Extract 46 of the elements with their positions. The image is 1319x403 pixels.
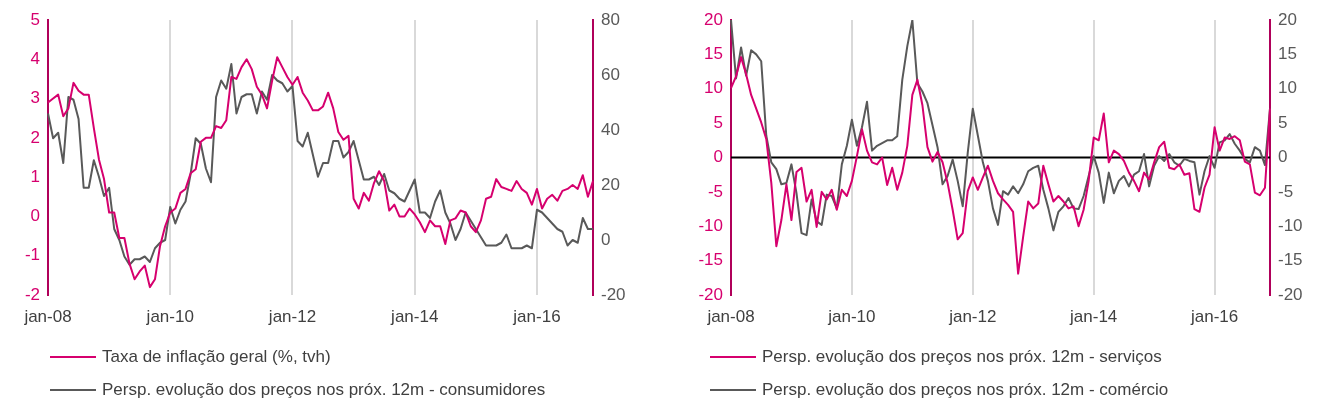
y2-tick-label: 60 <box>601 64 620 84</box>
y2-tick-label: 5 <box>1278 112 1288 132</box>
y-tick-label: 0 <box>713 147 723 167</box>
x-tick-label: jan-12 <box>267 306 317 326</box>
y2-tick-label: 20 <box>601 174 620 194</box>
x-tick-label: jan-16 <box>1189 306 1239 326</box>
x-tick-label: jan-08 <box>23 306 72 326</box>
y2-tick-label: 20 <box>1278 9 1297 29</box>
y-tick-label: 15 <box>704 44 723 64</box>
x-tick-label: jan-10 <box>827 306 876 326</box>
y-tick-label: -20 <box>698 284 723 304</box>
y-tick-label: 20 <box>704 9 723 29</box>
y-tick-label: -5 <box>707 181 723 201</box>
x-tick-label: jan-14 <box>390 306 439 326</box>
y-tick-label: 2 <box>30 127 40 147</box>
y2-tick-label: 15 <box>1278 44 1297 64</box>
x-tick-label: jan-12 <box>948 306 997 326</box>
y-tick-label: 4 <box>30 48 40 68</box>
y2-tick-label: 0 <box>1278 147 1288 167</box>
y-tick-label: -1 <box>24 245 40 265</box>
y2-tick-label: -5 <box>1278 181 1294 201</box>
y-tick-label: 5 <box>713 112 723 132</box>
y-tick-label: 0 <box>30 206 40 226</box>
legend-label: Persp. evolução dos preços nos próx. 12m - consumidores <box>102 379 546 400</box>
x-tick-label: jan-10 <box>145 306 194 326</box>
y-tick-label: 5 <box>30 9 40 29</box>
y2-tick-label: 40 <box>601 119 620 139</box>
y2-tick-label: -20 <box>601 284 626 304</box>
y-tick-label: 1 <box>30 166 40 186</box>
y-tick-label: -10 <box>698 215 723 235</box>
y2-tick-label: 0 <box>601 229 611 249</box>
legend-label: Persp. evolução dos preços nos próx. 12m - comércio <box>762 379 1169 400</box>
y-tick-label: 10 <box>704 78 723 98</box>
x-tick-label: jan-14 <box>1069 306 1118 326</box>
y-tick-label: -2 <box>24 284 40 304</box>
x-tick-label: jan-08 <box>706 306 755 326</box>
y2-tick-label: -15 <box>1278 250 1303 270</box>
x-tick-label: jan-16 <box>512 306 561 326</box>
y2-tick-label: -10 <box>1278 215 1303 235</box>
y2-tick-label: 10 <box>1278 78 1297 98</box>
y2-tick-label: -20 <box>1278 284 1303 304</box>
legend-label: Persp. evolução dos preços nos próx. 12m - serviços <box>762 346 1162 367</box>
legend-label: Taxa de inflação geral (%, tvh) <box>102 346 331 367</box>
y2-tick-label: 80 <box>601 9 620 29</box>
y-tick-label: -15 <box>698 250 723 270</box>
y-tick-label: 3 <box>30 88 40 108</box>
